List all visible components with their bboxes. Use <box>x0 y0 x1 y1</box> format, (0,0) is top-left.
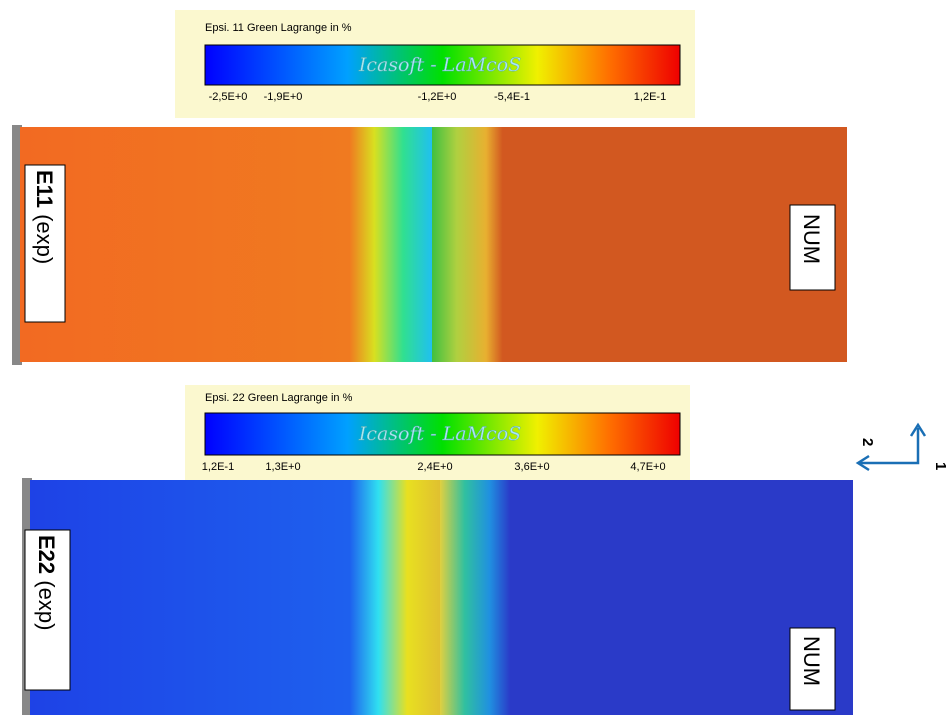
label-box <box>789 204 836 291</box>
exp-map <box>20 127 432 362</box>
tick-label: 2,4E+0 <box>417 461 452 473</box>
label-box <box>24 164 66 323</box>
axis-label: 2 <box>859 438 876 446</box>
tick-label: 3,6E+0 <box>514 461 549 473</box>
colorbar-title: Epsi. 22 Green Lagrange in % <box>205 392 353 404</box>
axis-lines <box>860 428 920 465</box>
exp-map <box>30 480 440 715</box>
edge <box>12 125 22 365</box>
tick-label: 1,2E-1 <box>634 91 666 103</box>
tick-label: -2,5E+0 <box>209 91 248 103</box>
tick-label: 1,3E+0 <box>265 461 300 473</box>
exp-label: E11 (exp) <box>32 170 57 264</box>
label-box <box>789 627 836 711</box>
colorbar <box>204 44 681 86</box>
watermark: Icasoft - LaMcoS <box>358 423 521 445</box>
colorbar-title: Epsi. 11 Green Lagrange in % <box>205 22 352 34</box>
tick-label: -1,2E+0 <box>418 91 457 103</box>
arrow-head <box>909 422 927 437</box>
tick-label: -1,9E+0 <box>264 91 303 103</box>
tick-label: 4,7E+0 <box>630 461 665 473</box>
label-box <box>24 529 71 691</box>
num-map <box>432 127 847 362</box>
axes-icon <box>855 422 927 472</box>
num-label: NUM <box>799 636 824 686</box>
tick-label: 1,2E-1 <box>202 461 234 473</box>
watermark: Icasoft - LaMcoS <box>358 54 521 76</box>
axis-label: 1 <box>932 462 949 470</box>
ticks: -2,5E+0 -1,9E+0 -1,2E+0 -5,4E-1 1,2E-1 <box>209 91 667 103</box>
panel: Epsi. 22 Green Lagrange in % Icasoft - L… <box>22 385 853 715</box>
num-label: NUM <box>799 214 824 264</box>
tick-label: -5,4E-1 <box>494 91 530 103</box>
arrow-head <box>855 454 870 472</box>
exp-label: E22 (exp) <box>34 535 59 630</box>
colorbar <box>204 412 681 456</box>
ticks: 1,2E-1 1,3E+0 2,4E+0 3,6E+0 4,7E+0 <box>202 461 666 473</box>
num-map <box>440 480 853 715</box>
panel: Epsi. 11 Green Lagrange in % Icasoft - L… <box>12 10 847 365</box>
